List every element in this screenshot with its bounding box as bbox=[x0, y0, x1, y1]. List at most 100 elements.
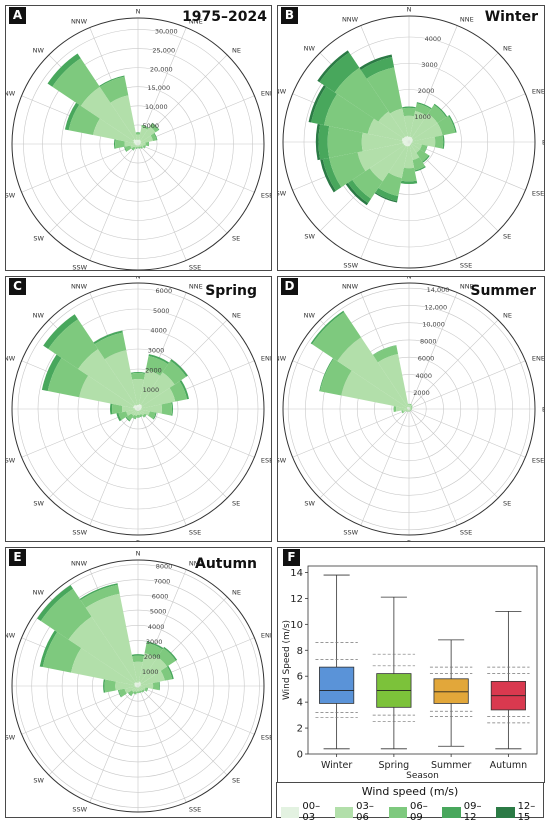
sector-wnw-bin1 bbox=[79, 375, 134, 409]
sector-w-bin3 bbox=[113, 139, 116, 149]
direction-label: SSW bbox=[72, 263, 87, 270]
legend-label: 06–09 bbox=[409, 801, 428, 823]
radial-tick-label: 3000 bbox=[146, 638, 163, 646]
direction-label: WSW bbox=[278, 456, 287, 464]
sector-sse-bin3 bbox=[138, 147, 141, 149]
grid-spoke bbox=[408, 292, 458, 410]
sector-ese-bin2 bbox=[144, 687, 148, 692]
sector-e-bin1 bbox=[140, 683, 154, 689]
sector-se-bin3 bbox=[143, 414, 147, 418]
sector-sw-bin0 bbox=[136, 144, 138, 146]
sector-ne-bin3 bbox=[170, 359, 188, 377]
sector-ese-bin2 bbox=[410, 409, 412, 411]
sector-wsw-bin4 bbox=[320, 159, 336, 193]
sector-nw-bin1 bbox=[80, 86, 135, 141]
sector-wsw-bin0 bbox=[403, 142, 409, 146]
sector-ese-bin3 bbox=[144, 145, 146, 149]
panel-d: 2000 4000 6000 8000 10,000 12,000 14,000 N NNE NE… bbox=[277, 276, 545, 542]
y-tick-label: 2 bbox=[297, 724, 303, 735]
radial-tick-label: 2000 bbox=[145, 366, 162, 374]
sector-e-bin3 bbox=[442, 135, 445, 149]
grid-spoke bbox=[137, 685, 187, 803]
sector-ese-bin3 bbox=[146, 687, 149, 692]
sector-nw-bin3 bbox=[319, 52, 360, 93]
sector-n-bin0 bbox=[137, 682, 139, 686]
sector-nw-bin3 bbox=[43, 314, 78, 349]
radial-tick-label: 4000 bbox=[150, 327, 167, 335]
direction-label: SSW bbox=[72, 805, 87, 813]
sector-nne-bin3 bbox=[416, 102, 432, 110]
panel-title-b: Winter bbox=[484, 9, 538, 25]
sector-sse-bin1 bbox=[138, 145, 140, 147]
panel-label-b: B bbox=[281, 7, 298, 24]
sector-wnw-bin1 bbox=[70, 648, 135, 686]
sector-se-bin3 bbox=[141, 147, 143, 149]
sector-ese-bin1 bbox=[139, 686, 146, 691]
sector-w-bin0 bbox=[135, 408, 138, 410]
sector-wsw-bin1 bbox=[126, 409, 137, 416]
direction-label: NW bbox=[33, 588, 45, 596]
sector-nw-bin1 bbox=[337, 337, 408, 408]
sector-nnw-bin3 bbox=[79, 583, 118, 601]
x-tick-label: Winter bbox=[321, 760, 352, 771]
sector-ene-bin1 bbox=[141, 387, 176, 409]
direction-label: E bbox=[542, 406, 544, 414]
sector-e-bin3 bbox=[158, 681, 161, 691]
sector-wnw-bin1 bbox=[93, 118, 135, 144]
sector-nne-bin0 bbox=[409, 136, 412, 142]
sector-w-bin2 bbox=[111, 403, 123, 415]
legend-title: Wind speed (m/s) bbox=[361, 785, 459, 798]
direction-label: NE bbox=[232, 46, 241, 54]
direction-label: NW bbox=[304, 44, 316, 52]
direction-label: SSW bbox=[343, 528, 358, 536]
sector-nnw-bin0 bbox=[135, 139, 138, 144]
sector-wsw-bin2 bbox=[124, 145, 132, 152]
sector-ese-bin3 bbox=[424, 145, 428, 153]
sector-ssw-bin3 bbox=[132, 417, 137, 420]
direction-label: SW bbox=[304, 233, 315, 241]
wind-rose-d: 2000 4000 6000 8000 10,000 12,000 14,000 N NNE NE… bbox=[278, 277, 544, 541]
y-tick-label: 6 bbox=[297, 672, 303, 683]
sector-sse-bin0 bbox=[409, 142, 411, 146]
sector-ese-bin2 bbox=[147, 411, 156, 420]
legend-item: 06–09 bbox=[388, 801, 436, 823]
sector-ene-bin3 bbox=[448, 115, 457, 133]
grid-spoke bbox=[408, 141, 526, 191]
sector-se-bin1 bbox=[138, 686, 144, 692]
sector-se-bin0 bbox=[138, 686, 140, 688]
sector-ne-bin2 bbox=[149, 123, 159, 133]
sector-wsw-bin1 bbox=[357, 143, 405, 172]
sector-ssw-bin1 bbox=[134, 687, 138, 692]
sector-ese-bin3 bbox=[152, 412, 157, 420]
sector-ne-bin1 bbox=[140, 126, 156, 142]
sector-se-bin1 bbox=[138, 144, 142, 148]
sector-ssw-bin1 bbox=[388, 145, 409, 179]
legend-swatch bbox=[334, 806, 354, 818]
sector-ene-bin3 bbox=[167, 665, 174, 680]
direction-label: SSW bbox=[343, 261, 358, 269]
sector-n-bin1 bbox=[133, 661, 143, 684]
sector-ssw-bin0 bbox=[136, 409, 138, 411]
wind-rose-e: 10002000300040005000600070008000NNNENEEN… bbox=[6, 550, 271, 818]
sector-e-bin2 bbox=[152, 681, 160, 691]
sector-nnw-bin1 bbox=[390, 108, 408, 137]
box-summer bbox=[433, 678, 469, 704]
panel-title-e: Autumn bbox=[194, 556, 257, 572]
y-tick-label: 10 bbox=[290, 620, 303, 631]
sector-ne-bin0 bbox=[409, 407, 411, 409]
sector-n-bin3 bbox=[135, 132, 141, 133]
sector-nnw-bin1 bbox=[110, 95, 138, 141]
sector-nne-bin0 bbox=[409, 407, 410, 409]
sector-wnw-bin2 bbox=[324, 93, 375, 134]
radial-tick-label: 4000 bbox=[425, 35, 442, 43]
sector-sse-bin2 bbox=[139, 413, 143, 417]
radial-tick-label: 3000 bbox=[148, 347, 165, 355]
sector-se-bin0 bbox=[409, 409, 410, 410]
sector-s-bin3 bbox=[400, 180, 418, 184]
panel-label-d: D bbox=[281, 278, 298, 295]
sector-n-bin2 bbox=[132, 655, 144, 663]
sector-e-bin1 bbox=[409, 408, 412, 410]
direction-label: NW bbox=[33, 311, 45, 319]
direction-label: SE bbox=[232, 500, 240, 508]
grid-spoke bbox=[408, 408, 499, 499]
